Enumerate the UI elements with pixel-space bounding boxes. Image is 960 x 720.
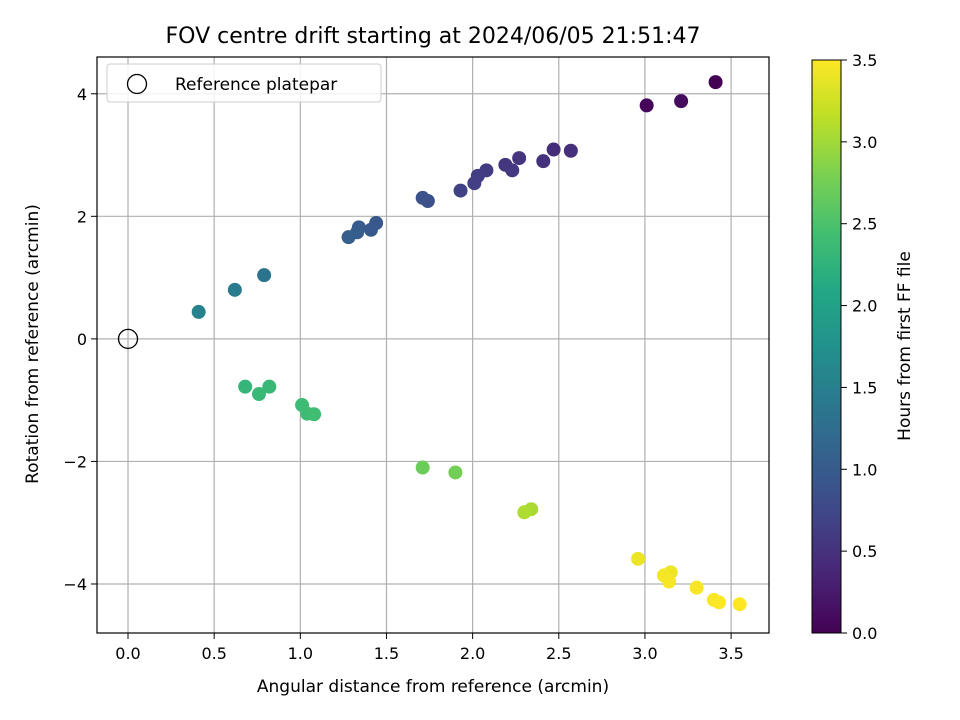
y-tick-label: −4: [63, 575, 87, 594]
legend-box: [106, 63, 382, 103]
colorbar-tick-label: 1.5: [852, 378, 877, 397]
x-axis-ticks: 0.0 0.5 1.0 1.5 2.0 2.5 3.0 3.5: [115, 633, 744, 663]
data-point: [546, 142, 561, 157]
colorbar-tick-label: 3.5: [852, 51, 877, 70]
colorbar-tick-label: 0.0: [852, 624, 877, 643]
data-point: [662, 574, 677, 589]
data-point: [631, 551, 646, 566]
legend: Reference platepar: [106, 63, 382, 103]
x-axis-label: Angular distance from reference (arcmin): [257, 677, 609, 697]
data-point: [517, 505, 532, 520]
x-tick-label: 2.5: [546, 644, 571, 663]
data-point: [467, 176, 482, 191]
colorbar-tick-label: 3.0: [852, 133, 877, 152]
data-point: [227, 282, 242, 297]
data-point: [415, 190, 430, 205]
data-point: [341, 230, 356, 245]
x-tick-label: 0.5: [201, 644, 226, 663]
data-point: [363, 222, 378, 237]
data-point: [732, 597, 747, 612]
colorbar-tick-label: 2.0: [852, 297, 877, 316]
data-point: [448, 465, 463, 480]
y-tick-label: −2: [63, 452, 87, 471]
data-point: [536, 154, 551, 169]
data-point: [505, 163, 520, 178]
y-tick-label: 4: [77, 85, 87, 104]
data-point: [674, 94, 689, 109]
legend-entry-label: Reference platepar: [175, 75, 337, 95]
x-tick-label: 2.0: [460, 644, 485, 663]
x-tick-label: 1.0: [288, 644, 313, 663]
x-tick-label: 0.0: [115, 644, 140, 663]
data-point: [712, 595, 727, 610]
colorbar-tick-label: 0.5: [852, 542, 877, 561]
data-point: [262, 379, 277, 394]
colorbar-tick-label: 2.5: [852, 215, 877, 234]
data-point: [453, 183, 468, 198]
data-point: [238, 379, 253, 394]
reference-platepar-marker: [117, 328, 139, 350]
data-point: [689, 580, 704, 595]
data-point: [251, 387, 266, 402]
colorbar: [811, 59, 842, 634]
data-point: [708, 75, 723, 90]
data-point: [639, 98, 654, 113]
x-tick-label: 1.5: [374, 644, 399, 663]
chart-title: FOV centre drift starting at 2024/06/05 …: [166, 24, 701, 49]
plot-frame: [96, 56, 770, 634]
x-tick-label: 3.5: [718, 644, 743, 663]
colorbar-ticks: 0.0 0.5 1.0 1.5 2.0 2.5 3.0 3.5: [841, 51, 877, 643]
colorbar-tick-label: 1.0: [852, 460, 877, 479]
data-point: [191, 304, 206, 319]
data-point: [257, 268, 272, 283]
y-tick-label: 2: [77, 207, 87, 226]
data-point: [307, 407, 322, 422]
points-layer: [117, 75, 747, 612]
y-axis-ticks: −4 −2 0 2 4: [63, 85, 97, 594]
y-tick-label: 0: [77, 330, 87, 349]
data-point: [415, 460, 430, 475]
y-axis-label: Rotation from reference (arcmin): [23, 204, 43, 484]
colorbar-label: Hours from first FF file: [895, 251, 915, 441]
data-point: [512, 151, 527, 166]
legend-marker-reference: [126, 73, 148, 95]
data-point: [563, 143, 578, 158]
x-tick-label: 3.0: [632, 644, 657, 663]
grid-layer: [97, 57, 769, 633]
